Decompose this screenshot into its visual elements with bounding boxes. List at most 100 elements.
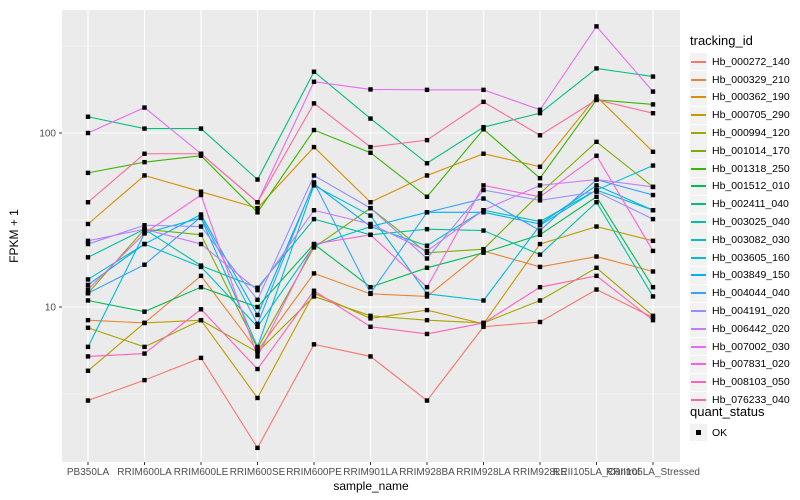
- data-point: [198, 317, 204, 323]
- data-point: [85, 221, 91, 227]
- data-point: [424, 284, 430, 290]
- data-point: [368, 284, 373, 290]
- x-axis-title: sample_name: [333, 479, 409, 493]
- data-point: [594, 273, 599, 279]
- x-tick-label: RRIM928LA: [456, 467, 511, 478]
- legend-line-key-icon: [690, 88, 707, 106]
- data-point: [650, 74, 656, 79]
- x-tick-label: RRIM600LE: [174, 467, 229, 478]
- legend-item-Hb_001512_010: Hb_001512_010: [690, 177, 798, 196]
- legend-item-Hb_006442_020: Hb_006442_020: [690, 320, 798, 338]
- legend-item-label: Hb_007002_030: [712, 340, 790, 353]
- legend-line-key-icon: [690, 160, 707, 178]
- legend-item-Hb_000329_210: Hb_000329_210: [690, 71, 798, 89]
- legend-line-key-icon: [690, 373, 707, 391]
- legend-item-Hb_001014_170: Hb_001014_170: [690, 142, 798, 160]
- data-point: [537, 252, 543, 257]
- data-point: [424, 173, 430, 178]
- data-point: [142, 231, 147, 236]
- data-point: [142, 344, 147, 350]
- legend-item-Hb_003025_040: Hb_003025_040: [690, 213, 798, 231]
- data-point: [481, 196, 486, 201]
- data-point: [255, 210, 260, 215]
- data-point: [650, 184, 656, 190]
- data-point: [594, 153, 599, 158]
- data-point: [142, 151, 147, 156]
- legend-line-key-icon: [690, 338, 707, 356]
- data-point: [142, 226, 147, 232]
- data-point: [311, 208, 317, 213]
- data-point: [85, 317, 91, 323]
- data-point: [85, 255, 91, 260]
- data-point: [255, 321, 260, 327]
- data-point: [537, 107, 543, 112]
- data-point: [424, 210, 430, 215]
- data-point: [368, 116, 373, 121]
- legend-item-label: Hb_006442_020: [712, 322, 790, 335]
- data-point: [424, 137, 430, 143]
- data-point: [537, 175, 543, 181]
- data-point: [85, 114, 91, 119]
- legend-line-key-icon: [690, 355, 707, 373]
- legend-line-key-icon: [690, 391, 707, 409]
- legend-item-label: Hb_008103_050: [712, 376, 790, 389]
- legend-item-label: Hb_004044_040: [712, 287, 790, 300]
- data-point: [594, 200, 599, 205]
- data-point: [368, 354, 373, 359]
- data-point: [255, 354, 260, 359]
- data-point: [594, 94, 599, 99]
- data-point: [198, 307, 204, 312]
- data-point: [255, 297, 260, 302]
- data-point: [368, 144, 373, 150]
- data-point: [85, 241, 91, 247]
- legend-item-Hb_004044_040: Hb_004044_040: [690, 284, 798, 302]
- data-point: [85, 298, 91, 303]
- quant-status-legend: quant_status OK: [690, 404, 798, 442]
- legend-item-label: Hb_001014_170: [712, 144, 790, 157]
- data-point: [368, 213, 373, 218]
- legend-item-Hb_003605_160: Hb_003605_160: [690, 249, 798, 267]
- legend-line-key-icon: [690, 231, 707, 249]
- data-point: [481, 320, 486, 326]
- legend-item-label: Hb_001512_010: [712, 180, 790, 193]
- data-point: [650, 313, 656, 319]
- data-point: [537, 228, 543, 233]
- legend-item-Hb_003849_150: Hb_003849_150: [690, 266, 798, 285]
- data-point: [424, 87, 430, 93]
- quant-legend-item: OK: [690, 424, 798, 442]
- data-point: [650, 102, 656, 107]
- legend-item-Hb_003082_030: Hb_003082_030: [690, 231, 798, 249]
- data-point: [594, 287, 599, 292]
- data-point: [424, 307, 430, 313]
- data-point: [368, 150, 373, 155]
- data-point: [537, 241, 543, 247]
- data-point: [311, 144, 317, 150]
- data-point: [537, 191, 543, 196]
- x-tick-label: RRIM901LA: [343, 467, 398, 478]
- legend-item-Hb_076233_040: Hb_076233_040: [690, 391, 798, 409]
- data-point: [198, 273, 204, 279]
- legend-item-Hb_000272_140: Hb_000272_140: [690, 53, 798, 71]
- data-point: [368, 291, 373, 296]
- data-point: [650, 238, 656, 244]
- data-point: [85, 325, 91, 330]
- legend-item-Hb_002411_040: Hb_002411_040: [690, 195, 798, 213]
- data-point: [650, 149, 656, 154]
- data-point: [311, 69, 317, 74]
- data-point: [424, 226, 430, 232]
- data-point: [142, 262, 147, 267]
- legend-item-label: Hb_003025_040: [712, 216, 790, 229]
- data-point: [198, 189, 204, 194]
- data-point: [537, 284, 543, 290]
- legend-items: Hb_000272_140 Hb_000329_210 Hb_000362_190 H…: [690, 53, 798, 409]
- data-point: [311, 127, 317, 133]
- data-point: [650, 163, 656, 168]
- legend-item-label: Hb_003605_160: [712, 251, 790, 264]
- data-point: [650, 208, 656, 213]
- x-tick-label: RRII105LA_Control: [553, 467, 640, 478]
- data-point: [481, 187, 486, 193]
- legend-item-Hb_007002_030: Hb_007002_030: [690, 338, 798, 356]
- data-point: [537, 110, 543, 116]
